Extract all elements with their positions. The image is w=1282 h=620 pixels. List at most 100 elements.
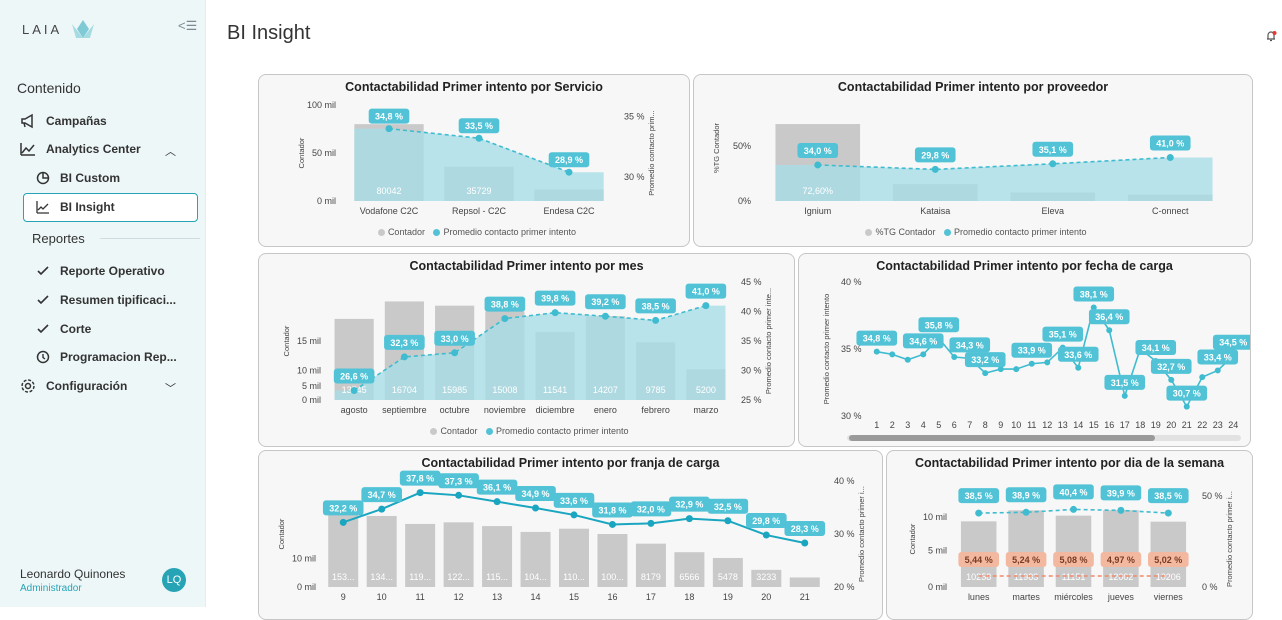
x-tick-label: 14 — [1073, 420, 1083, 430]
data-label: 32,7 % — [1157, 362, 1185, 372]
legend-line-swatch — [485, 428, 493, 436]
chart-panel-servicio[interactable]: 100 mil 50 mil 0 mil 35 % 30 % Contador Promed… — [258, 74, 690, 247]
x-tick-label: noviembre — [484, 405, 526, 415]
bell-icon[interactable] — [1265, 30, 1277, 42]
legend-item: Promedio contacto primer intento — [953, 227, 1087, 237]
data-label: 30,7 % — [1173, 389, 1201, 399]
nav-programacion-label: Programacion Rep... — [60, 350, 177, 364]
bar-value-label: 16704 — [392, 385, 417, 395]
y-tick-label: 30 % — [841, 411, 862, 421]
legend-item: Contador — [387, 227, 425, 237]
series-point — [1070, 505, 1077, 513]
series-point — [1075, 364, 1082, 371]
data-label-bg — [585, 294, 626, 310]
bar — [1008, 510, 1044, 587]
x-tick-label: 13 — [492, 592, 502, 602]
series-point — [1164, 509, 1172, 517]
x-tick-label: miércoles — [1054, 592, 1093, 602]
brand-logo[interactable]: LAIA — [22, 18, 98, 40]
bar — [559, 528, 589, 587]
bar-value-label: 14207 — [593, 385, 618, 395]
series-point — [455, 491, 463, 499]
avatar[interactable]: LQ — [162, 568, 186, 592]
y2-tick-label: 40 % — [834, 476, 855, 486]
nav-corte[interactable]: Corte — [36, 322, 91, 336]
nav-bi-custom[interactable]: BI Custom — [36, 171, 120, 185]
chart-panel-mes[interactable]: 15 mil 10 mil 5 mil 0 mil 45 % 40 % 35 % 30 % 25… — [258, 253, 795, 447]
data-label-bg — [333, 368, 375, 384]
x-tick-label: 18 — [684, 592, 694, 602]
bar — [712, 557, 743, 587]
nav-campanas[interactable]: Campañas — [20, 113, 107, 129]
user-name: Leonardo Quinones — [20, 567, 126, 581]
data-label: 38,5 % — [965, 491, 993, 501]
x-tick-label: Eleva — [1041, 206, 1064, 216]
x-tick-label: enero — [594, 405, 617, 415]
data-label: 33,4 % — [1204, 352, 1232, 362]
x-tick-label: lunes — [968, 592, 990, 602]
bar-value-label: 9785 — [646, 385, 666, 395]
data-label-bg — [1011, 342, 1053, 358]
series-point — [1090, 304, 1097, 311]
nav-analytics-center[interactable]: Analytics Center — [20, 141, 141, 157]
data-label: 34,0 % — [804, 146, 832, 156]
series-point — [501, 315, 509, 323]
series-point — [1168, 376, 1175, 383]
nav-programacion[interactable]: Programacion Rep... — [36, 350, 177, 364]
y-axis-label: Contador — [297, 137, 306, 168]
chevron-down-icon[interactable]: ﹀ — [165, 383, 176, 395]
nav-bi-insight-active[interactable] — [23, 193, 198, 222]
y-tick-label: 0% — [738, 196, 751, 206]
chart-panel-proveedor[interactable]: 50% 0% %TG Contador 72,60% Ignium Kataisa Elev… — [693, 74, 1253, 247]
x-tick-label: 17 — [1120, 420, 1130, 430]
scrollbar-thumb[interactable] — [849, 435, 1155, 441]
data-label-bg — [1053, 552, 1094, 567]
series-point — [385, 125, 393, 133]
series-point — [904, 356, 911, 363]
nav-configuracion[interactable]: Configuración — [20, 378, 127, 394]
x-tick-label: viernes — [1154, 592, 1184, 602]
x-tick-label: jueves — [1107, 592, 1135, 602]
data-label: 34,9 % — [522, 489, 550, 499]
series-point — [350, 387, 358, 395]
nav-reporte-operativo[interactable]: Reporte Operativo — [36, 264, 165, 278]
data-label-bg — [399, 470, 441, 486]
nav-resumen-tipificacion[interactable]: Resumen tipificaci... — [36, 293, 176, 307]
x-tick-label: 1 — [874, 420, 879, 430]
nav-resumen-label: Resumen tipificaci... — [60, 293, 177, 307]
nav-bi-insight[interactable]: BI Insight — [36, 200, 115, 214]
y-tick-label: 100 mil — [307, 100, 336, 110]
series-point — [975, 509, 983, 517]
chart-title: Contactabilidad Primer intento por mes — [409, 259, 644, 273]
legend-item: Promedio contacto primer intento — [443, 227, 577, 237]
chart-panel-fecha[interactable]: 40 % 35 % 30 % Promedio contacto primer int… — [798, 253, 1251, 447]
chart-title: Contactabilidad Primer intento por dia d… — [914, 456, 1225, 470]
x-tick-label: C-onnect — [1152, 206, 1189, 216]
data-label: 33,5 % — [465, 121, 493, 131]
data-label-bg — [635, 298, 676, 314]
series-area — [354, 128, 604, 201]
data-label-bg — [958, 488, 999, 504]
series-point — [451, 349, 459, 357]
data-label: 37,3 % — [445, 476, 473, 486]
x-tick-label: 23 — [1213, 420, 1223, 430]
x-tick-label: 15 — [1089, 420, 1099, 430]
x-tick-label: Endesa C2C — [543, 206, 595, 216]
data-label-bg — [1057, 346, 1099, 362]
x-tick-label: 2 — [890, 420, 895, 430]
x-tick-label: Vodafone C2C — [360, 206, 419, 216]
chart-panel-dia-semana[interactable]: 10 mil 5 mil 0 mil 50 % 0 % Contador Promedio … — [886, 450, 1253, 620]
data-label: 38,1 % — [1080, 289, 1108, 299]
chevron-up-icon[interactable]: ︿ — [165, 146, 176, 158]
y-tick-label: 15 mil — [297, 336, 321, 346]
series-area — [334, 305, 726, 400]
bar-value-label: 10206 — [1156, 572, 1181, 582]
data-label: 39,8 % — [541, 294, 569, 304]
chart-panel-franja[interactable]: 10 mil 0 mil 40 % 30 % 20 % Contador Promedio … — [258, 450, 883, 620]
data-label-bg — [1148, 488, 1189, 504]
bar — [751, 569, 782, 587]
collapse-sidebar-icon[interactable]: <☰ — [178, 18, 198, 33]
bar — [674, 552, 705, 587]
bar — [597, 534, 628, 587]
series-point — [931, 165, 939, 173]
